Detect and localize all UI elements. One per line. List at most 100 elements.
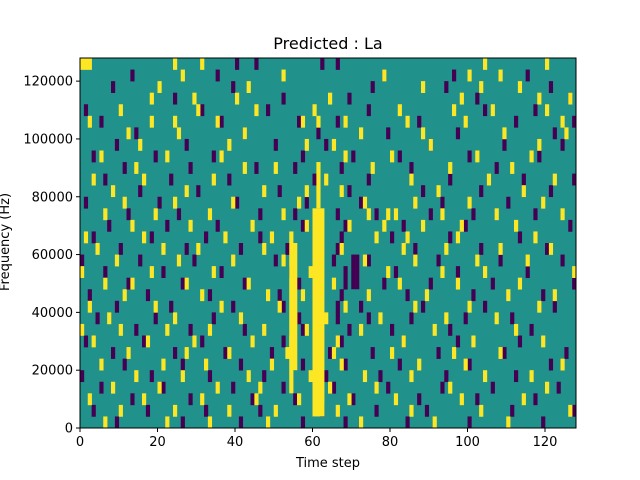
low-cell <box>463 312 468 325</box>
high-cell <box>498 347 503 359</box>
high-cell <box>572 266 577 278</box>
low-cell <box>560 138 565 151</box>
high-cell <box>173 58 178 70</box>
low-cell <box>169 173 174 186</box>
high-cell <box>347 219 352 232</box>
low-cell <box>153 312 158 325</box>
high-cell <box>126 347 131 359</box>
high-cell <box>424 289 430 302</box>
high-cell <box>339 243 344 255</box>
high-cell <box>254 393 259 406</box>
low-cell <box>455 266 461 278</box>
high-cell <box>455 277 461 290</box>
low-cell <box>564 347 569 359</box>
high-cell <box>173 404 178 417</box>
low-cell <box>568 219 573 232</box>
x-tick-label: 100 <box>455 435 480 450</box>
x-axis-ticks: 0 20 40 60 80 100 120 <box>76 428 557 450</box>
x-tick-label: 0 <box>76 435 84 450</box>
low-cell <box>479 185 484 198</box>
high-cell <box>548 243 554 255</box>
high-cell <box>266 289 271 302</box>
high-cell <box>467 196 472 209</box>
low-cell <box>483 300 488 313</box>
low-cell <box>138 254 143 267</box>
low-column <box>351 254 356 290</box>
low-cell <box>293 393 298 406</box>
low-cell <box>390 323 395 336</box>
low-cell <box>235 58 240 70</box>
high-cell <box>455 231 461 244</box>
low-column <box>355 254 360 290</box>
high-cell <box>494 312 499 325</box>
low-cell <box>188 323 193 336</box>
low-cell <box>405 416 410 429</box>
high-cell <box>281 69 286 82</box>
low-cell <box>176 208 182 221</box>
low-cell <box>293 162 298 174</box>
low-cell <box>436 254 441 267</box>
high-cell <box>184 277 189 290</box>
low-cell <box>180 416 185 429</box>
low-cell <box>537 150 542 163</box>
high-cell <box>130 219 135 232</box>
chart-title: Predicted : La <box>273 34 382 53</box>
low-cell <box>517 231 523 244</box>
high-cell <box>103 277 108 290</box>
high-cell <box>184 347 189 359</box>
low-cell <box>436 347 441 359</box>
high-cell <box>366 208 371 221</box>
low-cell <box>161 381 166 394</box>
high-cell <box>308 266 313 278</box>
high-cell <box>200 393 205 406</box>
low-cell <box>351 150 356 163</box>
plot-area <box>79 57 577 429</box>
low-cell <box>111 81 116 93</box>
high-cell <box>312 104 317 117</box>
low-cell <box>335 58 340 70</box>
low-cell <box>114 416 120 429</box>
low-cell <box>231 81 236 93</box>
high-cell <box>471 335 476 348</box>
high-cell <box>525 254 530 267</box>
low-cell <box>560 254 565 267</box>
high-cell <box>91 173 96 186</box>
high-cell <box>173 196 178 209</box>
high-cell <box>467 300 472 313</box>
low-cell <box>374 404 379 417</box>
low-cell <box>525 69 530 82</box>
high-cell <box>165 323 170 336</box>
low-cell <box>529 323 534 336</box>
low-cell <box>134 323 139 336</box>
low-cell <box>366 173 371 186</box>
high-cell <box>250 219 255 232</box>
low-cell <box>517 335 523 348</box>
high-cell <box>390 150 395 163</box>
low-cell <box>91 404 96 417</box>
high-cell <box>347 393 352 406</box>
high-cell <box>382 219 387 232</box>
low-cell <box>238 416 244 429</box>
high-cell <box>568 92 573 105</box>
low-cell <box>297 115 302 128</box>
low-cell <box>467 150 472 163</box>
high-cell <box>242 127 247 140</box>
high-cell <box>359 416 364 429</box>
high-cell <box>390 347 395 359</box>
low-cell <box>382 277 387 290</box>
high-cell <box>130 277 135 290</box>
low-cell <box>99 115 104 128</box>
high-cell <box>235 92 240 105</box>
high-cell <box>149 115 154 128</box>
high-cell <box>269 231 275 244</box>
high-cell <box>200 58 205 70</box>
high-cell <box>421 81 426 93</box>
high-cell <box>560 208 565 221</box>
high-cell <box>308 370 313 383</box>
high-cell <box>370 162 375 174</box>
high-cell <box>157 381 162 394</box>
low-cell <box>490 277 495 290</box>
low-cell <box>359 300 364 313</box>
low-cell <box>149 370 154 383</box>
low-cell <box>281 381 286 394</box>
